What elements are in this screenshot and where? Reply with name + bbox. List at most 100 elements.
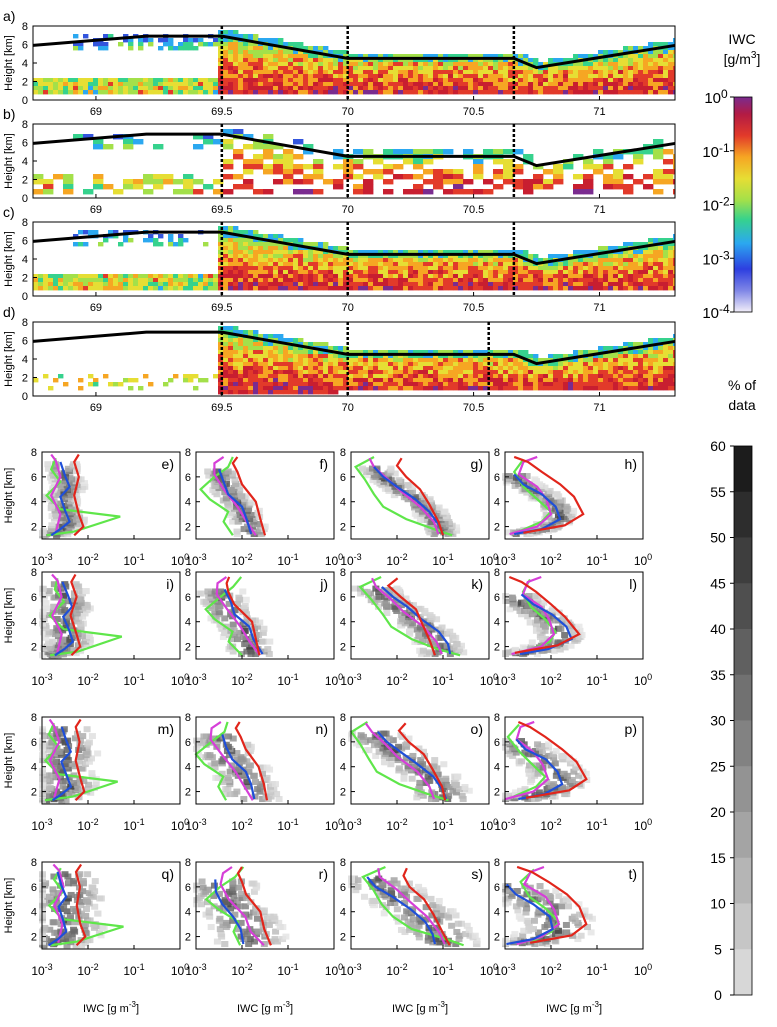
curtain-cell [628, 378, 634, 383]
curtain-cell [398, 362, 404, 367]
curtain-cell [513, 78, 519, 83]
density-cell [241, 641, 249, 648]
curtain-cell [248, 90, 254, 95]
density-cell [216, 621, 224, 628]
density-cell [221, 629, 229, 636]
curtain-cell [343, 270, 349, 275]
curtain-cell [443, 74, 449, 79]
curtain-cell [363, 58, 369, 63]
curtain-cell [488, 366, 494, 371]
curtain-cell [338, 50, 344, 55]
curtain-cell [528, 58, 534, 63]
curtain-cell [238, 74, 244, 79]
curtain-cell [243, 282, 249, 287]
curtain-cell [513, 370, 519, 375]
curtain-cell [153, 278, 159, 283]
density-cell [375, 477, 383, 484]
curtain-cell [258, 62, 264, 67]
density-cell [523, 489, 531, 496]
curtain-cell [378, 262, 384, 267]
curtain-cell [523, 189, 534, 195]
density-cell [52, 511, 60, 518]
curtain-cell [478, 270, 484, 275]
curtain-cell [158, 274, 164, 279]
density-cell [241, 627, 249, 634]
curtain-cell [523, 254, 529, 259]
curtain-cell [393, 266, 399, 271]
curtain-cell [268, 286, 274, 291]
density-cell [205, 472, 213, 479]
curtain-cell [628, 74, 634, 79]
curtain-cell [588, 266, 594, 271]
curtain-cell [443, 90, 449, 95]
curtain-cell [268, 278, 274, 283]
curtain-cell [508, 54, 514, 59]
curtain-cell [318, 350, 324, 355]
curtain-cell [393, 282, 399, 287]
curtain-cell [383, 86, 389, 91]
curtain-cell [608, 378, 614, 383]
curtain-cell [128, 86, 134, 91]
curtain-cell [553, 74, 559, 79]
curtain-cell [658, 250, 664, 255]
curtain-cell [418, 370, 424, 375]
y-tick-label: 0 [22, 193, 28, 205]
curtain-cell [578, 266, 584, 271]
curtain-cell [548, 78, 554, 83]
curtain-cell [508, 286, 514, 291]
curtain-cell [228, 278, 234, 283]
curtain-cell [168, 46, 174, 51]
curtain-cell [68, 90, 74, 95]
curtain-cell [628, 62, 634, 67]
curtain-cell [253, 366, 259, 371]
curtain-cell [283, 50, 289, 55]
curtain-cell [223, 159, 234, 165]
curtain-cell [523, 179, 534, 185]
curtain-cell [378, 274, 384, 279]
curtain-cell [368, 258, 374, 263]
curtain-cell [293, 50, 299, 55]
curtain-cell [463, 378, 469, 383]
curtain-cell [418, 82, 424, 87]
curtain-cell [103, 34, 109, 39]
curtain-cell [673, 154, 675, 160]
curtain-cell [148, 238, 154, 243]
curtain-cell [258, 342, 264, 347]
curtain-cell [658, 42, 664, 47]
curtain-cell [308, 358, 314, 363]
y-tick-label: 8 [22, 317, 28, 329]
curtain-cell [143, 238, 149, 243]
curtain-cell [143, 274, 149, 279]
curtain-cell [673, 362, 675, 367]
curtain-cell [413, 164, 424, 170]
curtain-cell [228, 258, 234, 263]
curtain-cell [263, 254, 269, 259]
curtain-cell [243, 358, 249, 363]
curtain-cell [413, 174, 424, 180]
curtain-cell [493, 266, 499, 271]
curtain-cell [518, 82, 524, 87]
curtain-cell [593, 58, 599, 63]
density-cell [260, 625, 268, 632]
density-cell [53, 616, 61, 623]
curtain-cell [448, 274, 454, 279]
curtain-cell [453, 184, 464, 190]
curtain-cell [243, 238, 249, 243]
curtain-cell [338, 78, 344, 83]
curtain-cell [338, 378, 344, 383]
curtain-cell [363, 78, 369, 83]
curtain-cell [283, 354, 289, 359]
density-cell [42, 634, 50, 641]
curtain-cell [243, 286, 249, 291]
curtain-cell [238, 278, 244, 283]
curtain-cell [98, 46, 104, 51]
curtain-cell [673, 374, 675, 379]
curtain-cell [338, 82, 344, 87]
colorbar-units: [g/m3] [724, 50, 761, 67]
curtain-cell [198, 82, 204, 87]
curtain-cell [613, 58, 619, 63]
curtain-cell [608, 366, 614, 371]
curtain-cell [78, 278, 84, 283]
curtain-cell [318, 62, 324, 67]
curtain-cell [568, 86, 574, 91]
